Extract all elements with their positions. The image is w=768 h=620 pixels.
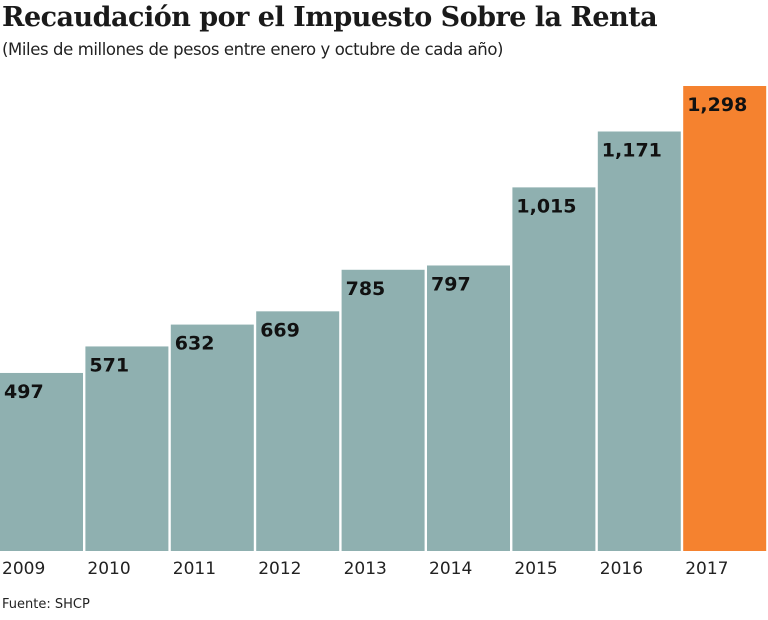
bar-2010 bbox=[85, 346, 169, 551]
bar-2009 bbox=[0, 372, 83, 551]
value-label-2011: 632 bbox=[175, 333, 215, 355]
bar-2013 bbox=[341, 269, 425, 551]
value-label-2017: 1,298 bbox=[687, 94, 747, 116]
x-tick-2010: 2010 bbox=[87, 559, 130, 579]
chart-title: Recaudación por el Impuesto Sobre la Ren… bbox=[2, 2, 658, 33]
x-tick-2013: 2013 bbox=[344, 559, 387, 579]
x-tick-2009: 2009 bbox=[2, 559, 45, 579]
value-label-2014: 797 bbox=[431, 273, 471, 295]
x-tick-2016: 2016 bbox=[600, 559, 643, 579]
x-tick-2014: 2014 bbox=[429, 559, 472, 579]
value-label-2015: 1,015 bbox=[516, 195, 576, 217]
bar-2011 bbox=[170, 324, 254, 551]
x-tick-2012: 2012 bbox=[258, 559, 301, 579]
x-tick-2015: 2015 bbox=[514, 559, 557, 579]
bar-2015 bbox=[512, 187, 596, 551]
bar-2014 bbox=[427, 265, 510, 551]
source-note: Fuente: SHCP bbox=[2, 597, 90, 612]
value-label-2013: 785 bbox=[346, 278, 386, 300]
bar-2016 bbox=[597, 131, 681, 551]
value-label-2010: 571 bbox=[89, 354, 129, 376]
bar-2017 bbox=[683, 86, 767, 551]
chart-subtitle: (Miles de millones de pesos entre enero … bbox=[2, 40, 504, 59]
x-tick-2011: 2011 bbox=[173, 559, 216, 579]
bar-2012 bbox=[256, 311, 340, 551]
value-label-2016: 1,171 bbox=[602, 139, 662, 161]
x-tick-2017: 2017 bbox=[685, 559, 728, 579]
value-label-2012: 669 bbox=[260, 319, 300, 341]
value-label-2009: 497 bbox=[4, 381, 44, 403]
